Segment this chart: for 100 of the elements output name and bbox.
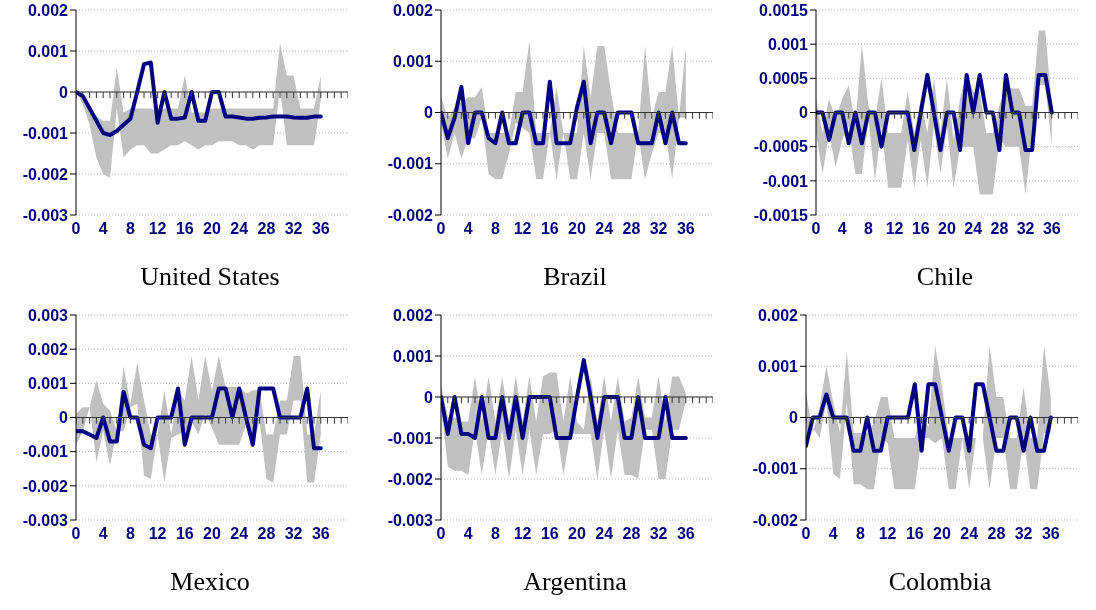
- x-tick-label: 36: [676, 525, 695, 543]
- y-tick-label: -0.002: [22, 477, 69, 495]
- x-tick-label: 12: [885, 220, 904, 238]
- x-tick-label: 20: [203, 525, 221, 543]
- y-tick-label: 0.001: [392, 347, 434, 365]
- y-tick-label: -0.002: [387, 470, 434, 488]
- x-tick-label: 8: [863, 220, 873, 238]
- x-tick-label: 0: [436, 220, 446, 238]
- y-tick-label: 0.002: [392, 306, 434, 324]
- x-tick-label: 4: [828, 525, 838, 543]
- y-tick-label: -0.003: [22, 206, 69, 224]
- x-tick-label: 24: [595, 220, 614, 238]
- y-tick-label: 0.001: [757, 357, 799, 375]
- x-tick-label: 36: [311, 525, 330, 543]
- line-series: [441, 358, 688, 440]
- y-tick-label: 0: [59, 83, 69, 101]
- y-tick-label: 0: [789, 409, 799, 427]
- y-tick-label: -0.001: [22, 443, 69, 461]
- x-tick-label: 0: [71, 220, 81, 238]
- x-tick-label: 8: [125, 525, 135, 543]
- x-tick-label: 20: [568, 220, 586, 238]
- x-tick-label: 28: [257, 220, 276, 238]
- y-tick-label: 0: [799, 104, 809, 122]
- y-tick-label: 0.001: [27, 375, 69, 393]
- y-tick-label: 0: [59, 409, 69, 427]
- x-tick-label: 24: [595, 525, 614, 543]
- x-tick-label: 20: [568, 525, 586, 543]
- x-tick-label: 24: [230, 220, 249, 238]
- x-tick-label: 16: [540, 525, 559, 543]
- y-tick-label: 0.001: [27, 42, 69, 60]
- x-tick-label: 8: [125, 220, 135, 238]
- x-tick-label: 12: [148, 220, 167, 238]
- y-tick-label: -0.003: [22, 511, 69, 529]
- x-tick-label: 32: [649, 220, 668, 238]
- x-tick-label: 24: [960, 525, 979, 543]
- x-tick-label: 12: [513, 220, 532, 238]
- line-series: [441, 79, 688, 146]
- x-tick-label: 4: [463, 220, 473, 238]
- y-tick-label: -0.002: [752, 511, 799, 529]
- text: Brazil: [542, 262, 608, 292]
- x-tick-label: 0: [436, 525, 446, 543]
- x-tick-label: 28: [622, 525, 641, 543]
- x-tick-label: 8: [855, 525, 865, 543]
- x-tick-label: 8: [490, 525, 500, 543]
- x-tick-label: 12: [878, 525, 897, 543]
- y-tick-label: -0.002: [22, 165, 69, 183]
- x-tick-label: 32: [284, 220, 303, 238]
- y-tick-label: 0.001: [392, 52, 434, 70]
- x-tick-label: 28: [987, 525, 1006, 543]
- x-tick-label: 28: [990, 220, 1009, 238]
- y-tick-label: 0: [424, 104, 434, 122]
- y-tick-label: 0.002: [27, 340, 69, 358]
- x-tick-label: 36: [676, 220, 695, 238]
- y-tick-label: 0.001: [767, 35, 809, 53]
- x-tick-label: 36: [1042, 220, 1061, 238]
- x-tick-label: 20: [938, 220, 956, 238]
- y-tick-label: -0.002: [387, 206, 434, 224]
- y-tick-label: 0.002: [757, 306, 799, 324]
- y-tick-label: -0.0005: [753, 138, 809, 156]
- line-series: [76, 386, 323, 451]
- y-tick-label: 0.002: [27, 1, 69, 19]
- x-tick-label: 0: [71, 525, 81, 543]
- text: United States: [139, 262, 281, 292]
- x-tick-label: 8: [490, 220, 500, 238]
- y-tick-label: 0: [424, 388, 434, 406]
- x-tick-label: 32: [1016, 220, 1035, 238]
- y-tick-label: -0.001: [22, 124, 69, 142]
- y-tick-label: 0.003: [27, 306, 69, 324]
- x-tick-label: 24: [230, 525, 249, 543]
- x-tick-label: 4: [837, 220, 847, 238]
- line-series: [816, 72, 1054, 153]
- y-tick-label: -0.001: [387, 429, 434, 447]
- x-tick-label: 16: [911, 220, 930, 238]
- text: Chile: [915, 262, 975, 292]
- x-tick-label: 28: [622, 220, 641, 238]
- x-tick-label: 28: [257, 525, 276, 543]
- x-tick-label: 32: [1014, 525, 1033, 543]
- y-tick-label: -0.001: [762, 172, 809, 190]
- y-tick-label: -0.001: [752, 460, 799, 478]
- x-tick-label: 24: [964, 220, 983, 238]
- x-tick-label: 16: [175, 525, 194, 543]
- x-tick-label: 12: [513, 525, 532, 543]
- y-tick-label: -0.003: [387, 511, 434, 529]
- x-tick-label: 0: [811, 220, 821, 238]
- y-tick-label: 0.002: [392, 1, 434, 19]
- y-tick-label: 0.0005: [759, 70, 809, 88]
- line-series: [806, 382, 1053, 453]
- x-tick-label: 4: [463, 525, 473, 543]
- x-tick-label: 4: [98, 220, 108, 238]
- y-tick-label: 0.0015: [759, 1, 809, 19]
- x-tick-label: 36: [311, 220, 330, 238]
- y-tick-label: -0.001: [387, 155, 434, 173]
- text: Mexico: [169, 567, 251, 597]
- x-tick-label: 36: [1041, 525, 1060, 543]
- text: Argentina: [522, 567, 628, 597]
- x-tick-label: 4: [98, 525, 108, 543]
- text: Colombia: [887, 567, 993, 597]
- x-tick-label: 32: [649, 525, 668, 543]
- x-tick-label: 16: [905, 525, 924, 543]
- x-tick-label: 20: [933, 525, 951, 543]
